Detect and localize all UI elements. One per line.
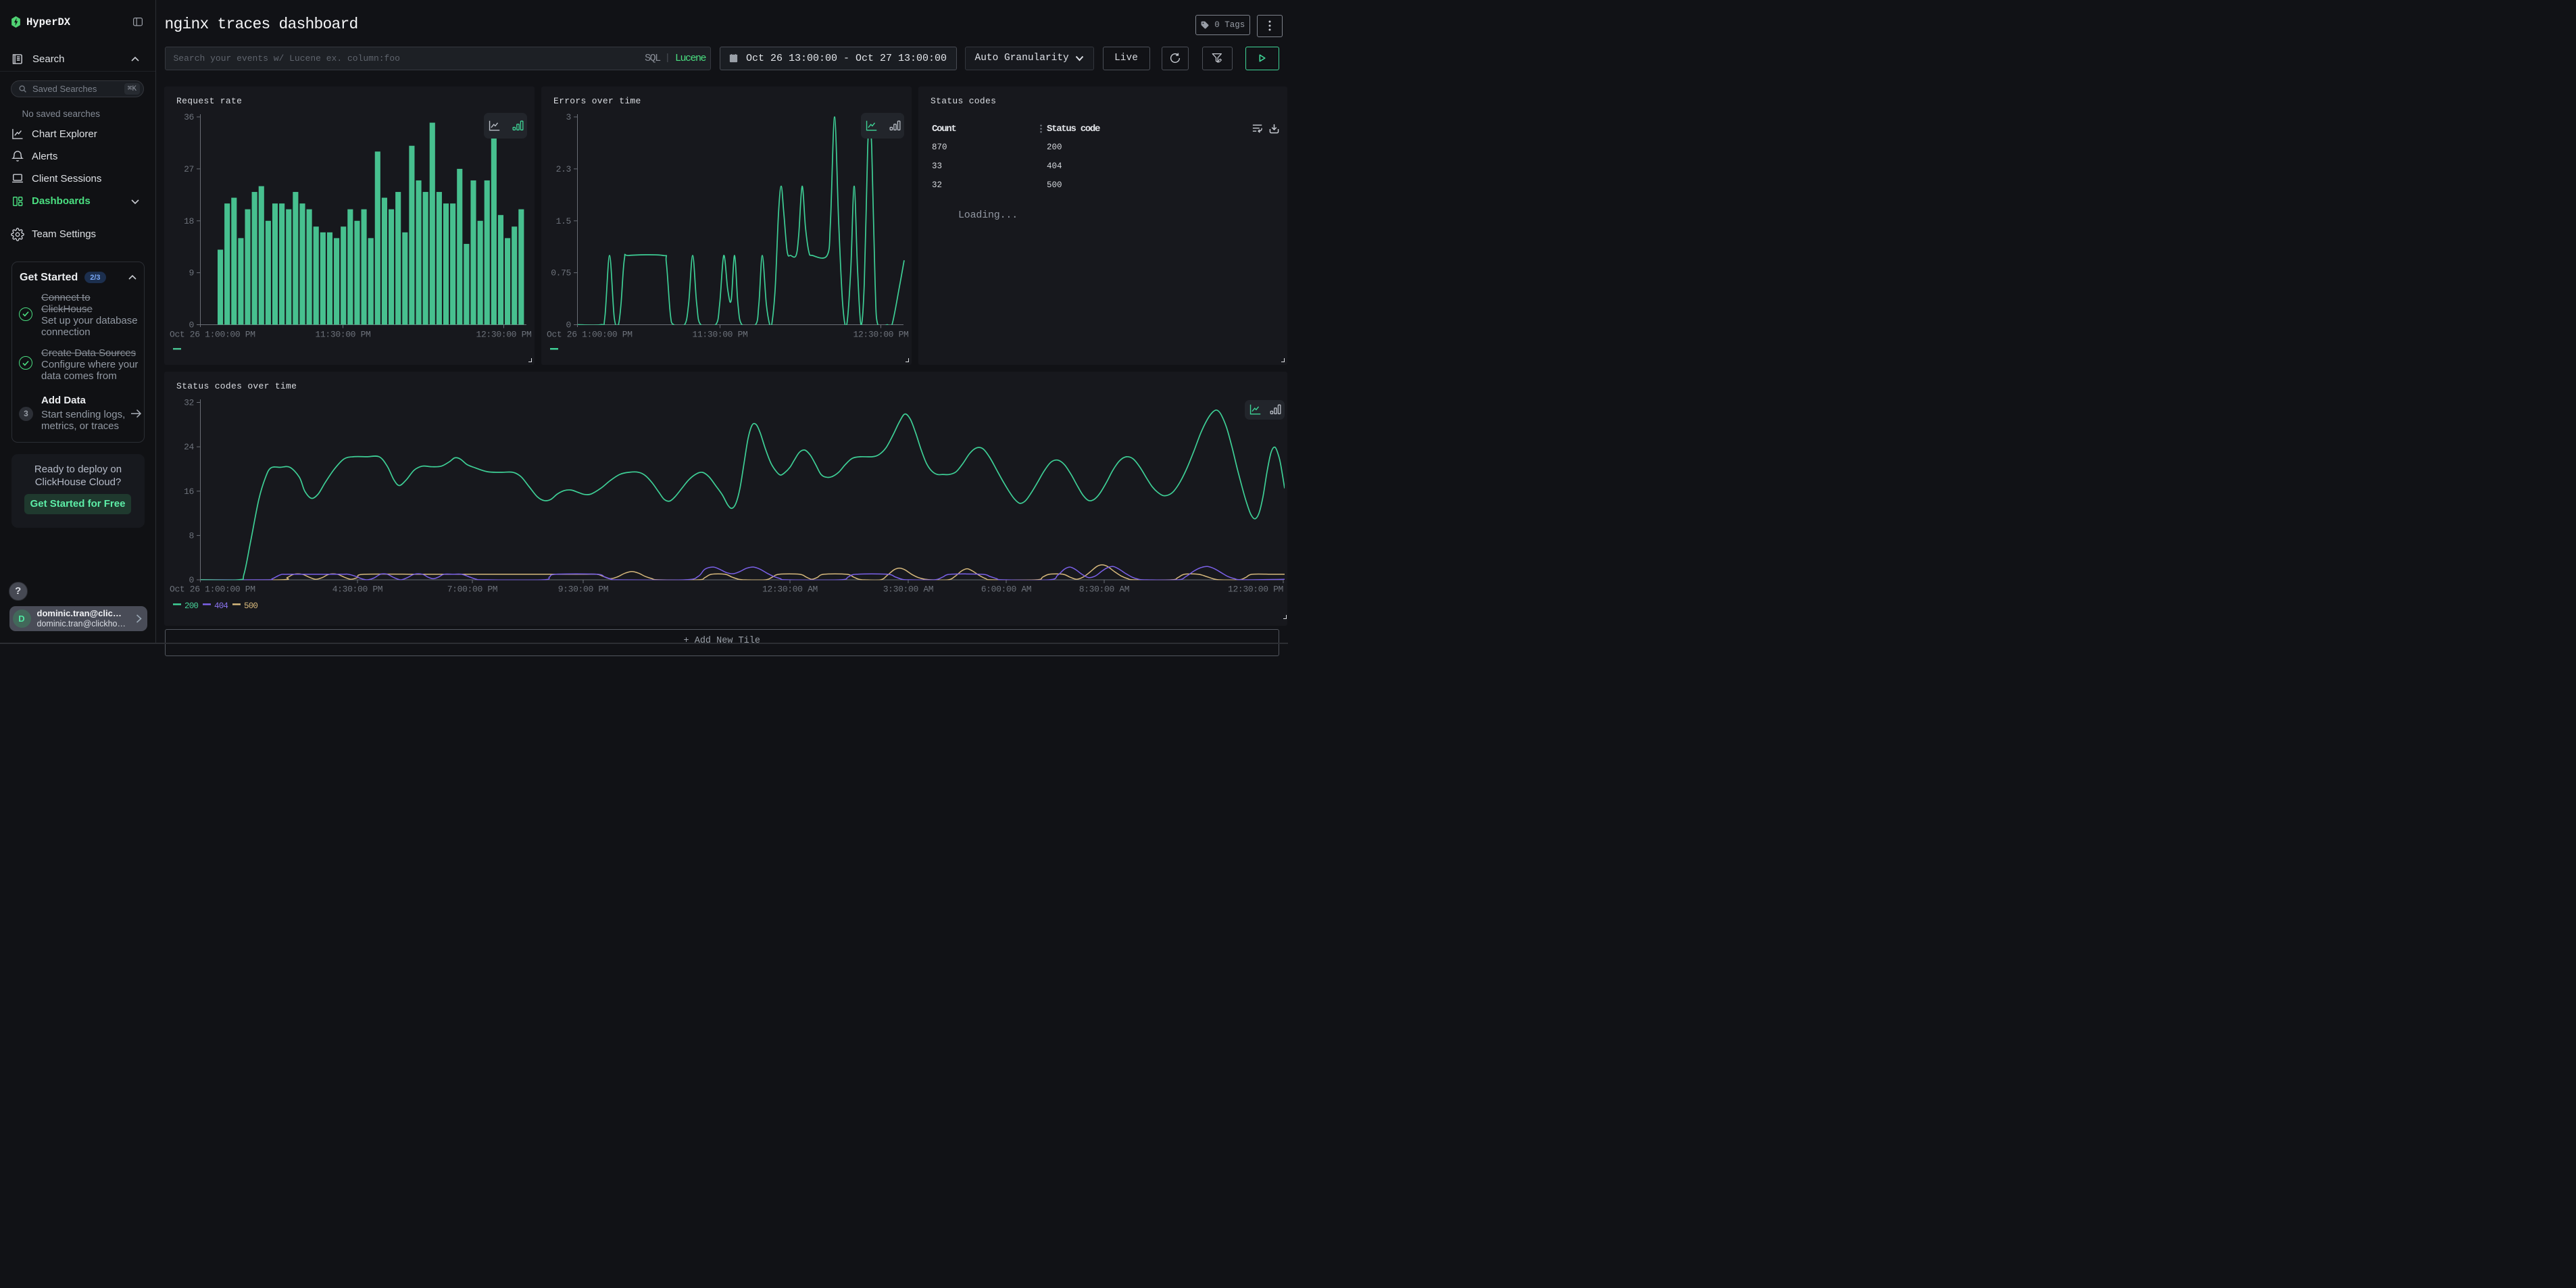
svg-text:9:30:00 PM: 9:30:00 PM: [558, 585, 609, 595]
svg-text:12:30:00 AM: 12:30:00 AM: [762, 585, 818, 595]
svg-text:4:30:00 PM: 4:30:00 PM: [332, 585, 383, 595]
svg-text:11:30:00 PM: 11:30:00 PM: [693, 329, 748, 339]
svg-text:8: 8: [189, 530, 194, 541]
svg-text:2.3: 2.3: [556, 164, 571, 174]
svg-text:0: 0: [189, 320, 194, 330]
svg-text:7:00:00 PM: 7:00:00 PM: [447, 585, 498, 595]
svg-text:Oct 26 1:00:00 PM: Oct 26 1:00:00 PM: [170, 585, 255, 595]
svg-text:12:30:00 PM: 12:30:00 PM: [853, 329, 909, 339]
svg-text:0: 0: [189, 575, 194, 585]
svg-text:12:30:00 PM: 12:30:00 PM: [1228, 585, 1283, 595]
svg-text:500: 500: [244, 601, 257, 611]
svg-text:0: 0: [566, 320, 571, 330]
svg-text:200: 200: [184, 601, 198, 611]
svg-text:32: 32: [184, 398, 194, 408]
svg-text:11:30:00 PM: 11:30:00 PM: [316, 329, 371, 339]
svg-text:0.75: 0.75: [551, 268, 571, 278]
svg-text:24: 24: [184, 442, 194, 452]
svg-text:18: 18: [184, 216, 194, 226]
svg-text:8:30:00 AM: 8:30:00 AM: [1079, 585, 1130, 595]
svg-text:16: 16: [184, 487, 194, 497]
svg-text:1.5: 1.5: [556, 216, 571, 226]
svg-text:Oct 26 1:00:00 PM: Oct 26 1:00:00 PM: [170, 329, 255, 339]
svg-text:404: 404: [214, 601, 228, 611]
svg-text:9: 9: [189, 268, 194, 278]
svg-text:Oct 26 1:00:00 PM: Oct 26 1:00:00 PM: [547, 329, 633, 339]
svg-text:6:00:00 AM: 6:00:00 AM: [981, 585, 1032, 595]
svg-text:12:30:00 PM: 12:30:00 PM: [476, 329, 532, 339]
svg-text:3:30:00 AM: 3:30:00 AM: [883, 585, 934, 595]
svg-text:36: 36: [184, 112, 194, 122]
svg-text:27: 27: [184, 164, 194, 174]
svg-text:3: 3: [566, 112, 571, 122]
